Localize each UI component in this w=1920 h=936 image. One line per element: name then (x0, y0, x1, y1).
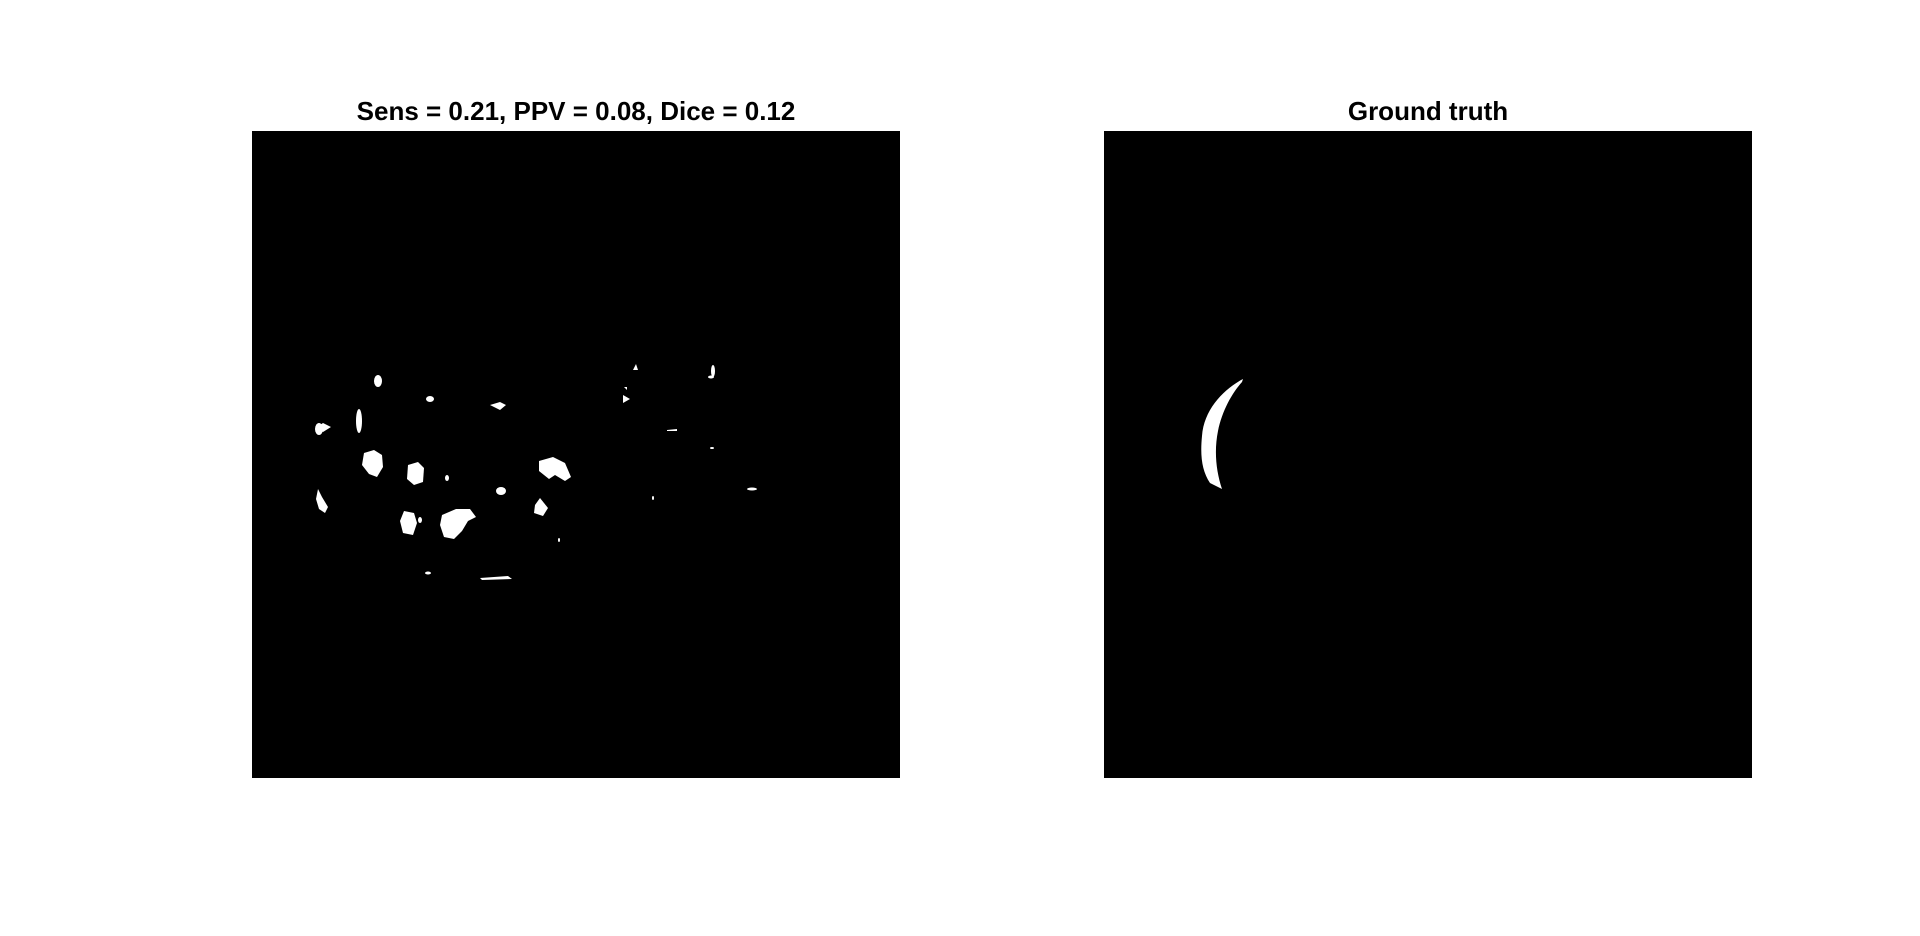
prediction-mask-shapes (315, 364, 757, 580)
ground-truth-lesion (1201, 379, 1243, 489)
prediction-panel-title: Sens = 0.21, PPV = 0.08, Dice = 0.12 (356, 96, 796, 126)
ground-truth-mask-image (1104, 131, 1752, 778)
ground-truth-mask-shapes (1201, 379, 1243, 489)
ground-truth-panel-title: Ground truth (1347, 96, 1509, 126)
prediction-mask-image (252, 131, 900, 778)
